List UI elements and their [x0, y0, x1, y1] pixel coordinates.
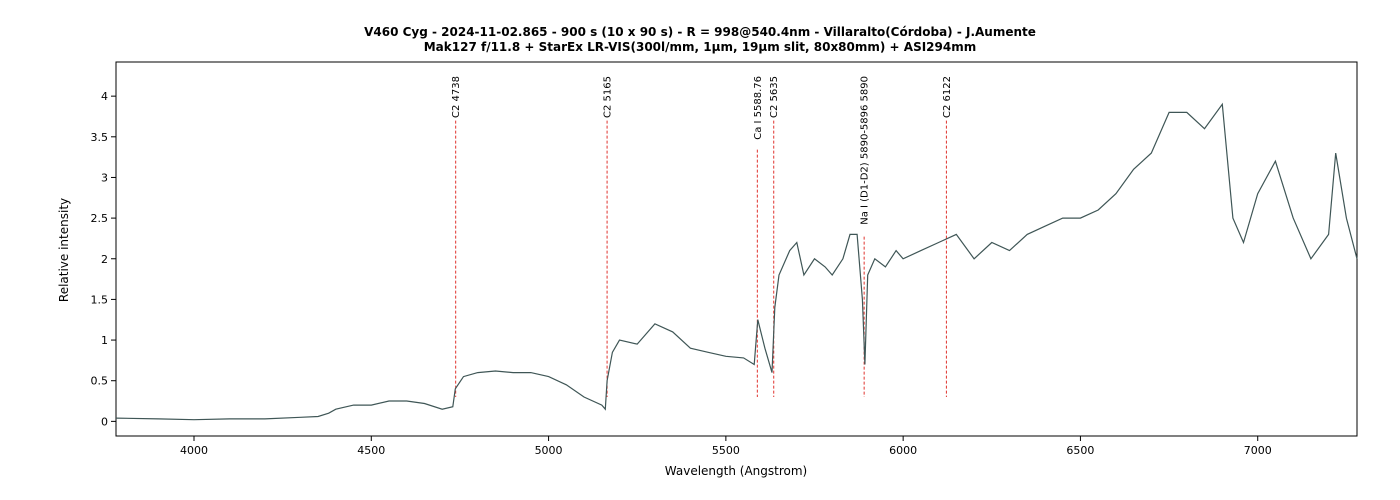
y-tick-label: 1 [101, 334, 108, 347]
x-tick-label: 4000 [180, 444, 208, 457]
x-axis-label: Wavelength (Angstrom) [665, 464, 807, 478]
line-markers: C2 4738 C2 5165 Ca I 5588.76 C2 5635 Na I (D… [451, 76, 953, 397]
x-tick-label: 4500 [357, 444, 385, 457]
y-tick-label: 3 [101, 171, 108, 184]
y-tick-label: 2.5 [91, 212, 109, 225]
series-layer [115, 102, 1358, 421]
x-tick-label: 7000 [1244, 444, 1272, 457]
spectral-line-label: Na I (D1-D2) 5890-5896 5890 [860, 76, 871, 225]
y-tick-label: 2 [101, 253, 108, 266]
x-tick-label: 5500 [712, 444, 740, 457]
spectral-line-label: C2 5165 [603, 76, 614, 118]
x-tick-label: 6000 [889, 444, 917, 457]
y-tick-label: 0.5 [91, 375, 109, 388]
y-tick-label: 3.5 [91, 131, 109, 144]
plot-frame [115, 61, 1358, 437]
x-tick-label: 6500 [1066, 444, 1094, 457]
y-axis-label: Relative intensity [57, 198, 71, 302]
spectral-line-label: C2 6122 [942, 76, 953, 118]
x-tick-label: 5000 [535, 444, 563, 457]
spectral-line-label: Ca I 5588.76 [753, 76, 764, 140]
y-tick-label: 1.5 [91, 293, 109, 306]
chart-subtitle: Mak127 f/11.8 + StarEx LR-VIS(300l/mm, 1… [424, 40, 977, 54]
x-axis: 4000 4500 5000 5500 6000 6500 7000 [180, 436, 1272, 457]
y-axis: 0 0.5 1 1.5 2 2.5 3 3.5 4 [91, 90, 116, 428]
y-tick-label: 4 [101, 90, 108, 103]
y-tick-label: 0 [101, 415, 108, 428]
spectral-line-label: C2 5635 [769, 76, 780, 118]
chart-title: V460 Cyg - 2024-11-02.865 - 900 s (10 x … [364, 25, 1036, 39]
spectrum-line [115, 102, 1358, 421]
spectral-line-label: C2 4738 [451, 76, 462, 118]
